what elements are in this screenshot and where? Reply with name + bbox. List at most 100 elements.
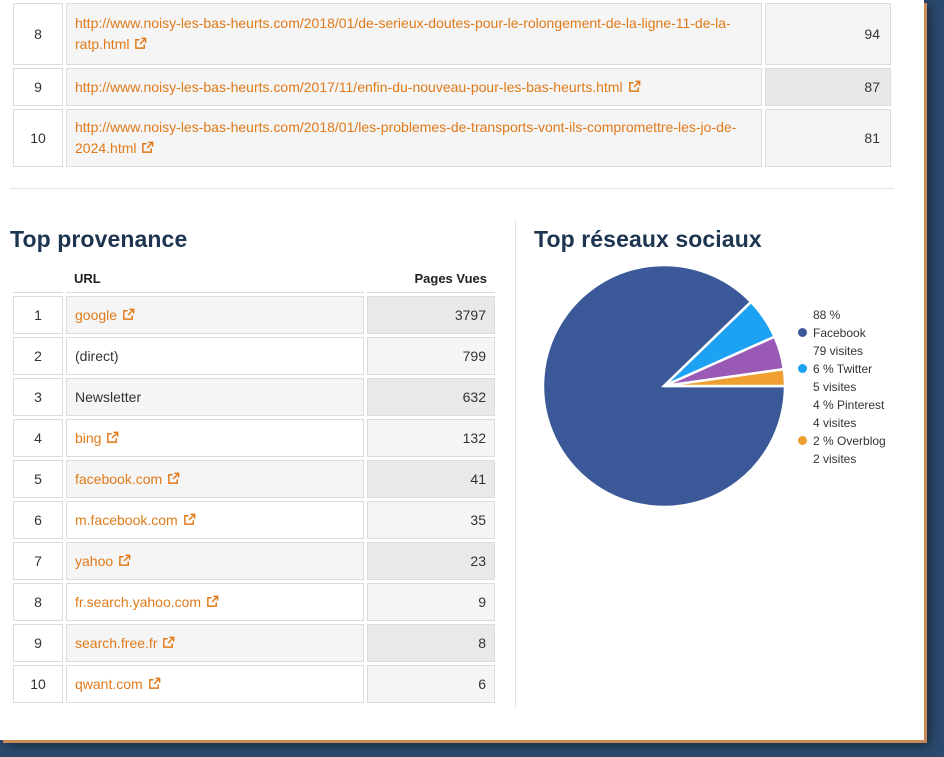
external-link-icon [148, 677, 161, 689]
legend-visits: 79 visites [813, 344, 864, 358]
page-url-cell: http://www.noisy-les-bas-heurts.com/2017… [66, 68, 762, 106]
legend-item-facebook: 88 % Facebook 79 visites [798, 306, 886, 360]
rank-cell: 8 [13, 583, 63, 621]
social-title: Top réseaux sociaux [534, 226, 762, 252]
views-cell: 35 [367, 501, 495, 539]
legend-item-overblog: 2 % Overblog 2 visites [798, 432, 886, 468]
page-url-link[interactable]: http://www.noisy-les-bas-heurts.com/2018… [75, 119, 737, 156]
rank-cell: 6 [13, 501, 63, 539]
table-row: 9 http://www.noisy-les-bas-heurts.com/20… [13, 68, 891, 106]
overblog-legend-dot [798, 436, 807, 445]
table-row: 10 qwant.com 6 [13, 665, 495, 703]
source-cell: google [66, 296, 364, 334]
legend-visits: 5 visites [813, 380, 857, 394]
source-cell: search.free.fr [66, 624, 364, 662]
legend-percent: 88 % [813, 308, 841, 322]
source-cell: yahoo [66, 542, 364, 580]
external-link-icon [119, 554, 131, 566]
source-cell: (direct) [66, 337, 364, 375]
rank-cell: 9 [13, 624, 63, 662]
source-link[interactable]: search.free.fr [75, 635, 175, 651]
provenance-title: Top provenance [10, 226, 188, 252]
source-cell: facebook.com [66, 460, 364, 498]
source-link[interactable]: qwant.com [75, 676, 161, 692]
page-url-cell: http://www.noisy-les-bas-heurts.com/2018… [66, 3, 762, 65]
rank-cell: 7 [13, 542, 63, 580]
views-cell: 3797 [367, 296, 495, 334]
pie-slice-overblog[interactable] [663, 367, 787, 388]
source-cell: bing [66, 419, 364, 457]
twitter-legend-dot [798, 364, 807, 373]
source-link[interactable]: m.facebook.com [75, 512, 196, 528]
external-link-icon [207, 595, 219, 607]
rank-cell: 10 [13, 109, 63, 167]
legend-label: 6 % Twitter [813, 362, 873, 376]
social-pie-chart [541, 263, 787, 509]
rank-cell: 1 [13, 296, 63, 334]
views-cell: 799 [367, 337, 495, 375]
page-url-link[interactable]: http://www.noisy-les-bas-heurts.com/2017… [75, 79, 641, 95]
views-cell: 9 [367, 583, 495, 621]
source-cell: qwant.com [66, 665, 364, 703]
pie-legend: 88 % Facebook 79 visites 6 % Twitter 5 v… [798, 306, 886, 468]
table-row: 8 http://www.noisy-les-bas-heurts.com/20… [13, 3, 891, 65]
legend-label: Facebook [813, 326, 866, 340]
rank-cell: 4 [13, 419, 63, 457]
source-cell: Newsletter [66, 378, 364, 416]
external-link-icon [107, 431, 119, 443]
source-link[interactable]: yahoo [75, 553, 131, 569]
rank-cell: 9 [13, 68, 63, 106]
rank-cell: 5 [13, 460, 63, 498]
legend-label: 2 % Overblog [813, 434, 886, 448]
column-divider [515, 220, 516, 708]
external-link-icon [168, 472, 180, 484]
source-link[interactable]: bing [75, 430, 119, 446]
url-header: URL [66, 265, 364, 293]
table-row: 8 fr.search.yahoo.com 9 [13, 583, 495, 621]
page-url-cell: http://www.noisy-les-bas-heurts.com/2018… [66, 109, 762, 167]
source-cell: fr.search.yahoo.com [66, 583, 364, 621]
source-cell: m.facebook.com [66, 501, 364, 539]
source-link[interactable]: facebook.com [75, 471, 180, 487]
top-pages-table: 8 http://www.noisy-les-bas-heurts.com/20… [10, 0, 894, 170]
table-row: 10 http://www.noisy-les-bas-heurts.com/2… [13, 109, 891, 167]
external-link-icon [183, 513, 196, 525]
table-row: 7 yahoo 23 [13, 542, 495, 580]
source-label: Newsletter [75, 389, 142, 405]
external-link-icon [628, 80, 640, 92]
table-row: 9 search.free.fr 8 [13, 624, 495, 662]
table-row: 1 google 3797 [13, 296, 495, 334]
provenance-table: URL Pages Vues 1 google 3797 2 (direct) 799 3 N… [10, 262, 498, 706]
rank-header [13, 265, 63, 293]
stats-panel: 8 http://www.noisy-les-bas-heurts.com/20… [0, 0, 924, 740]
external-link-icon [135, 37, 147, 49]
section-divider [10, 188, 894, 189]
page-url-link[interactable]: http://www.noisy-les-bas-heurts.com/2018… [75, 15, 731, 52]
rank-cell: 10 [13, 665, 63, 703]
table-row: 3 Newsletter 632 [13, 378, 495, 416]
rank-cell: 2 [13, 337, 63, 375]
external-link-icon [163, 636, 175, 648]
views-cell: 132 [367, 419, 495, 457]
rank-cell: 8 [13, 3, 63, 65]
external-link-icon [123, 308, 135, 320]
views-cell: 41 [367, 460, 495, 498]
legend-visits: 2 visites [813, 452, 857, 466]
source-label: (direct) [75, 348, 119, 364]
table-row: 4 bing 132 [13, 419, 495, 457]
views-cell: 94 [765, 3, 891, 65]
views-cell: 6 [367, 665, 495, 703]
table-row: 2 (direct) 799 [13, 337, 495, 375]
external-link-icon [142, 141, 154, 153]
rank-cell: 3 [13, 378, 63, 416]
views-cell: 87 [765, 68, 891, 106]
legend-item-twitter: 6 % Twitter 5 visites [798, 360, 886, 396]
source-link[interactable]: fr.search.yahoo.com [75, 594, 219, 610]
views-cell: 632 [367, 378, 495, 416]
source-link[interactable]: google [75, 307, 135, 323]
legend-visits: 4 visites [813, 416, 857, 430]
table-row: 5 facebook.com 41 [13, 460, 495, 498]
legend-label: 4 % Pinterest [813, 398, 885, 412]
table-row: 6 m.facebook.com 35 [13, 501, 495, 539]
views-header: Pages Vues [367, 265, 495, 293]
